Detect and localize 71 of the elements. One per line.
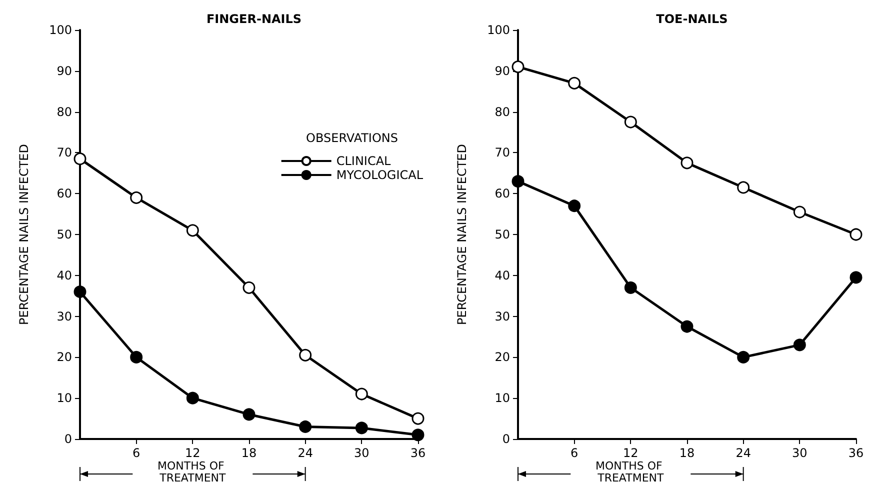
point bbox=[737, 350, 750, 364]
x-axis-title: MONTHS OF TREATMENT bbox=[157, 460, 228, 484]
y-tick-label: 90 bbox=[494, 64, 510, 78]
point bbox=[242, 408, 256, 421]
point bbox=[624, 281, 637, 294]
y-tick-label: 0 bbox=[64, 432, 72, 446]
y-tick-label: 40 bbox=[56, 268, 72, 282]
y-axis-title: PERCENTAGE NAILS INFECTED bbox=[17, 144, 31, 325]
point bbox=[299, 348, 312, 362]
y-tick-label: 30 bbox=[56, 309, 72, 324]
point bbox=[74, 152, 86, 166]
x-tick-label: 18 bbox=[679, 446, 695, 460]
x-axis-title: MONTHS OF TREATMENT bbox=[595, 460, 666, 484]
point bbox=[130, 350, 143, 364]
legend-label: CLINICAL bbox=[336, 154, 392, 168]
y-tick-label: 40 bbox=[494, 268, 510, 282]
point bbox=[412, 412, 424, 425]
y-tick-label: 50 bbox=[56, 228, 72, 242]
x-tick-label: 18 bbox=[241, 446, 257, 460]
x-tick-label: 12 bbox=[623, 446, 638, 460]
point bbox=[680, 156, 694, 170]
chart-title: FINGER-NAILS bbox=[206, 12, 302, 26]
point bbox=[186, 224, 199, 237]
y-tick-label: 20 bbox=[494, 350, 510, 364]
point bbox=[624, 116, 637, 128]
y-tick-label: 70 bbox=[56, 146, 72, 160]
y-tick-label: 100 bbox=[487, 23, 510, 37]
point bbox=[793, 206, 806, 218]
y-axis-title: PERCENTAGE NAILS INFECTED bbox=[455, 144, 469, 325]
y-tick-label: 10 bbox=[494, 391, 510, 406]
x-tick-label: 24 bbox=[736, 446, 751, 460]
point bbox=[74, 286, 86, 298]
point bbox=[568, 76, 581, 90]
point bbox=[680, 320, 694, 333]
x-tick-label: 30 bbox=[354, 446, 370, 460]
point bbox=[568, 200, 581, 212]
x-tick-label: 24 bbox=[298, 446, 313, 460]
y-tick-label: 50 bbox=[494, 228, 510, 242]
y-tick-label: 70 bbox=[494, 146, 510, 160]
point bbox=[512, 60, 524, 74]
y-tick-label: 100 bbox=[49, 23, 72, 37]
point bbox=[299, 420, 312, 433]
y-tick-label: 0 bbox=[502, 432, 510, 446]
point bbox=[793, 338, 806, 352]
point bbox=[242, 281, 256, 294]
y-tick-label: 90 bbox=[56, 64, 72, 78]
y-tick-label: 60 bbox=[494, 186, 510, 201]
y-tick-label: 20 bbox=[56, 350, 72, 364]
legend-title: OBSERVATIONS bbox=[306, 131, 398, 145]
point bbox=[850, 228, 862, 241]
legend-label: MYCOLOGICAL bbox=[336, 168, 424, 182]
x-tick-label: 6 bbox=[132, 446, 140, 460]
y-tick-label: 80 bbox=[494, 104, 510, 119]
point bbox=[186, 392, 199, 404]
point bbox=[412, 428, 424, 442]
x-tick-label: 6 bbox=[570, 446, 578, 460]
y-tick-label: 60 bbox=[56, 186, 72, 201]
point bbox=[355, 422, 368, 434]
chart-title: TOE-NAILS bbox=[656, 12, 728, 26]
x-tick-label: 36 bbox=[848, 446, 864, 460]
point bbox=[355, 388, 368, 400]
y-tick-label: 10 bbox=[56, 391, 72, 406]
x-tick-label: 30 bbox=[792, 446, 808, 460]
point bbox=[512, 175, 524, 188]
x-tick-label: 36 bbox=[410, 446, 426, 460]
x-tick-label: 12 bbox=[185, 446, 200, 460]
y-tick-label: 80 bbox=[56, 104, 72, 119]
y-tick-label: 30 bbox=[494, 309, 510, 324]
point bbox=[850, 271, 862, 284]
point bbox=[130, 191, 143, 204]
point bbox=[737, 181, 750, 194]
